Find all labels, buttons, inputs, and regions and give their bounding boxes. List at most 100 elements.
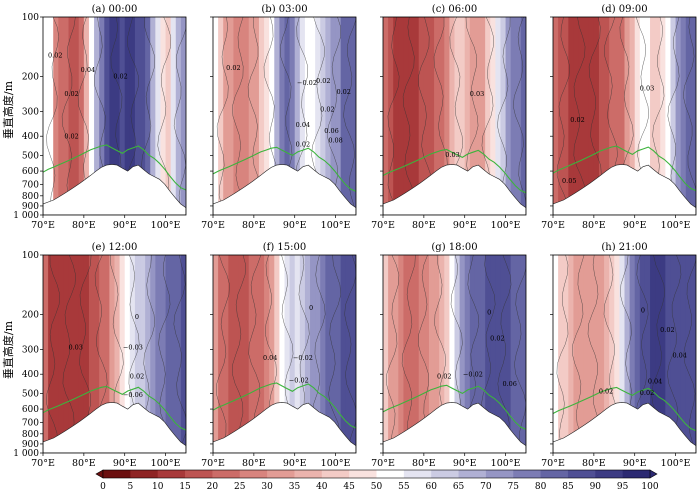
y-tick-label: 800 xyxy=(22,192,39,202)
contour-label: 0.02 xyxy=(336,88,350,96)
heat-column xyxy=(629,255,636,453)
heat-column xyxy=(563,255,569,453)
heat-column xyxy=(505,17,512,215)
heat-column xyxy=(99,17,105,215)
x-tick-label: 100°E xyxy=(491,458,521,469)
colorbar-min-arrow xyxy=(95,469,104,479)
colorbar-swatch xyxy=(567,470,596,478)
contour-label: −0.02 xyxy=(293,354,313,362)
heat-column xyxy=(459,17,466,215)
x-tick-label: 100°E xyxy=(151,458,181,469)
x-tick-label: 80°E xyxy=(242,220,266,231)
contour-label: 0.03 xyxy=(68,344,82,352)
contour-label: 0.02 xyxy=(64,132,78,140)
panel-title: (b) 03:00 xyxy=(261,4,307,15)
heat-column xyxy=(140,255,146,453)
pbl-height-line xyxy=(213,382,356,429)
x-tick-label: 90°E xyxy=(623,220,647,231)
panel-frame xyxy=(552,16,697,216)
panel: 0.03 0.02 0.05 (d) 09:00 70°E 80°E 90°E 100°E xyxy=(541,4,697,231)
panel-frame xyxy=(382,16,527,216)
heat-column xyxy=(43,17,49,215)
contour-label: −0.06 xyxy=(123,391,143,399)
contour-label: 0.06 xyxy=(502,380,516,388)
heat-column xyxy=(553,255,559,453)
y-tick-label: 700 xyxy=(22,180,39,190)
y-tick-label: 200 xyxy=(22,311,39,321)
panel: 0 0.02 0.04 0.02 0.04 0.02 (h) 21:00 70°E 80°E 90… xyxy=(541,242,697,469)
heat-column xyxy=(485,17,491,215)
colorbar-tick-label: 90 xyxy=(590,482,602,492)
heat-column xyxy=(665,255,672,453)
contour-line xyxy=(556,255,569,453)
heat-column xyxy=(330,17,337,215)
contour-label: 0 xyxy=(135,313,139,321)
heat-column xyxy=(94,17,100,215)
contour-label: −0.02 xyxy=(297,79,317,87)
heat-column xyxy=(464,17,471,215)
colorbar-tick-label: 95 xyxy=(617,482,629,492)
colorbar-tick-label: 55 xyxy=(398,482,410,492)
heat-column xyxy=(614,17,620,215)
terrain xyxy=(43,402,186,453)
heat-column xyxy=(175,17,182,215)
y-axis-title-bottom: 垂直高度/m xyxy=(1,320,15,379)
colorbar-tick-label: 50 xyxy=(371,482,383,492)
x-tick-label: 70°E xyxy=(541,458,565,469)
panel-frame xyxy=(212,254,357,454)
heat-column xyxy=(345,17,352,215)
heat-column xyxy=(423,255,430,453)
colorbar-swatch xyxy=(212,470,241,478)
heat-column xyxy=(315,17,321,215)
x-tick-label: 80°E xyxy=(412,220,436,231)
heat-column xyxy=(294,255,301,453)
pbl-height-line xyxy=(43,144,186,191)
heat-column xyxy=(634,255,641,453)
heat-column xyxy=(520,255,526,453)
heat-column xyxy=(180,255,186,453)
heat-column xyxy=(253,17,260,215)
contour-line xyxy=(216,255,230,453)
heat-column xyxy=(63,17,70,215)
heat-column xyxy=(418,255,425,453)
heat-column xyxy=(515,17,522,215)
contour-label: 0.04 xyxy=(263,354,277,362)
heat-column xyxy=(520,17,526,215)
panel-plot-area: 0 0.02 −0.02 0.02 0.06 xyxy=(383,255,526,453)
heat-column xyxy=(274,255,280,453)
heat-column xyxy=(588,255,595,453)
colorbar-swatch xyxy=(485,470,514,478)
panel-frame xyxy=(382,254,527,454)
x-tick-label: 90°E xyxy=(113,220,137,231)
heat-column xyxy=(614,255,620,453)
y-tick-label: 900 xyxy=(22,202,39,212)
colorbar-swatch xyxy=(267,470,295,478)
x-tick-label: 70°E xyxy=(371,458,395,469)
x-tick-label: 90°E xyxy=(453,458,477,469)
colorbar-tick-label: 85 xyxy=(562,482,574,492)
heat-column xyxy=(685,255,692,453)
contour-label: 0.02 xyxy=(226,64,240,72)
panel-title: (a) 00:00 xyxy=(92,4,138,15)
panel-plot-area: 0.020.020.02−0.020.020.020.040.060.08 xyxy=(213,17,356,215)
contour-line xyxy=(328,255,342,453)
contour-label: 0 xyxy=(309,304,313,312)
heat-column xyxy=(243,17,250,215)
heat-column xyxy=(598,17,605,215)
heat-column xyxy=(408,255,415,453)
heat-column xyxy=(258,17,265,215)
terrain xyxy=(383,164,526,215)
panels-group: 0.02 0.04 0.02 0.02 0.02 (a) 00:00 70°E 80°E 90°… xyxy=(13,4,697,469)
heat-column xyxy=(388,255,394,453)
heat-column xyxy=(94,255,100,453)
pbl-height-line xyxy=(383,148,526,194)
heat-column xyxy=(165,17,172,215)
x-tick-label: 100°E xyxy=(321,220,351,231)
contour-label: −0.02 xyxy=(463,370,483,378)
heat-column xyxy=(639,17,646,215)
heat-column xyxy=(213,17,219,215)
colorbar-tick-label: 35 xyxy=(289,482,301,492)
heat-column xyxy=(485,255,491,453)
y-tick-label: 900 xyxy=(22,440,39,450)
terrain xyxy=(213,164,356,215)
